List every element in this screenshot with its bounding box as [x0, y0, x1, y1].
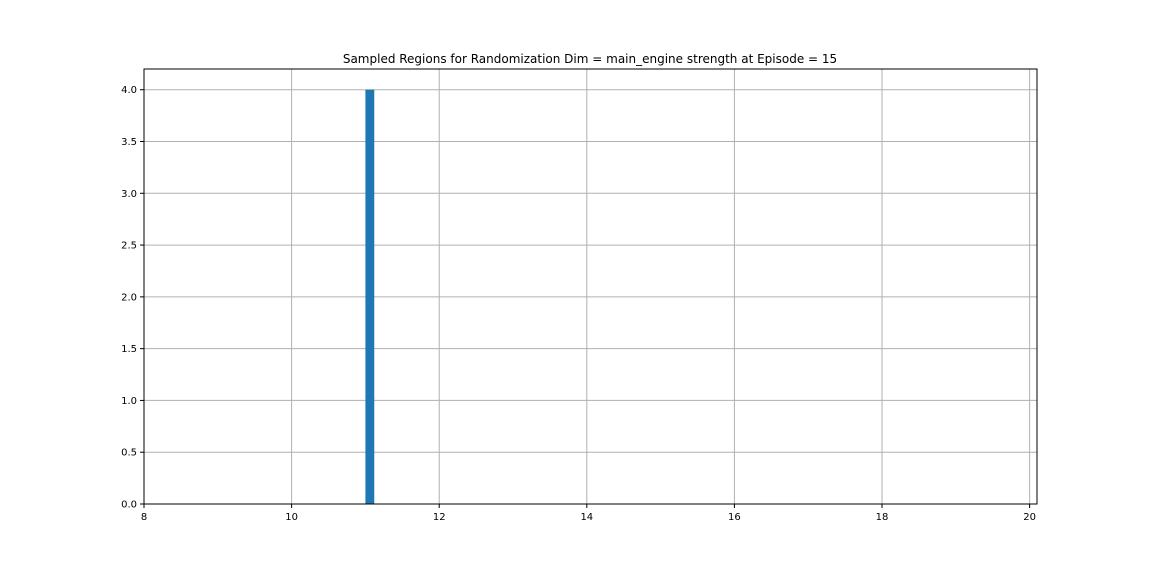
- x-tick-label: 12: [433, 512, 446, 523]
- y-tick-label: 3.0: [121, 189, 137, 200]
- x-tick-label: 18: [876, 512, 889, 523]
- bars: [365, 89, 375, 504]
- x-tick-label: 8: [141, 512, 147, 523]
- y-tick-label: 0.5: [121, 448, 137, 459]
- y-tick-label: 3.5: [121, 137, 137, 148]
- x-tick-label: 14: [580, 512, 593, 523]
- y-axis: 0.0 0.5 1.0 1.5 2.0 2.5 3.0 3.5 4.0: [121, 85, 144, 511]
- y-tick-label: 1.5: [121, 344, 137, 355]
- y-tick-label: 0.0: [121, 500, 137, 511]
- grid-lines: [143, 69, 1037, 505]
- histogram-bar: [365, 89, 375, 504]
- plot-frame: [143, 68, 1038, 505]
- chart-title: Sampled Regions for Randomization Dim = …: [343, 52, 837, 66]
- x-tick-label: 10: [285, 512, 298, 523]
- x-axis: 8 10 12 14 16 18 20: [141, 504, 1036, 523]
- y-tick-label: 2.5: [121, 241, 137, 252]
- y-tick-label: 4.0: [121, 85, 137, 96]
- x-tick-label: 16: [728, 512, 741, 523]
- y-tick-label: 1.0: [121, 396, 137, 407]
- x-tick-label: 20: [1023, 512, 1036, 523]
- y-tick-label: 2.0: [121, 292, 137, 303]
